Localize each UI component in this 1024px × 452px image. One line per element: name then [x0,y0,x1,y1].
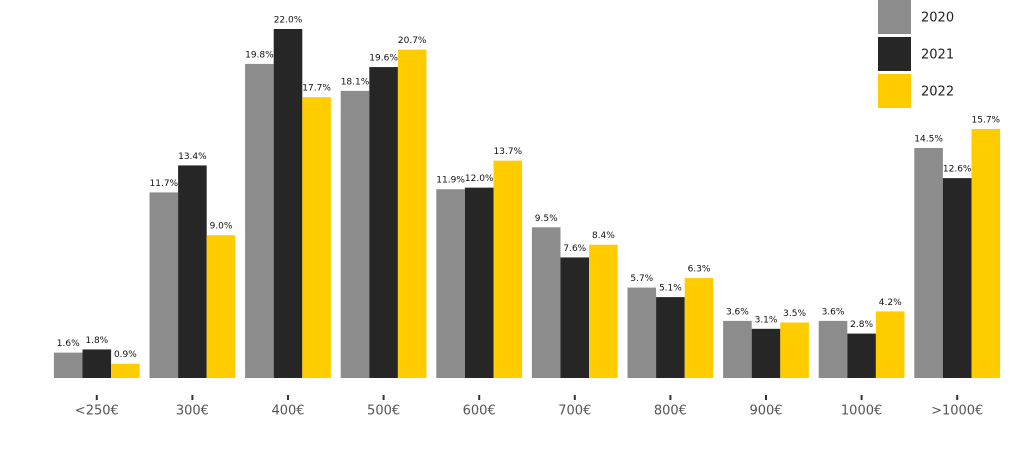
bar [149,192,179,378]
value-label: 2.8% [850,320,873,330]
bar [723,320,752,378]
value-label: 11.9% [436,176,465,186]
bar [684,278,714,378]
bar [369,67,398,378]
value-label: 3.1% [755,315,778,325]
legend-label: 2020 [921,11,954,26]
bar [971,128,1001,378]
bar [436,189,465,378]
bar [656,297,685,378]
legend-swatch [878,0,911,34]
x-tick-label: 900€ [749,404,782,419]
x-tick-label: 1000€ [841,404,882,419]
value-label: 5.1% [659,284,682,294]
bar [397,49,427,378]
value-label: 1.8% [85,336,108,346]
bar [206,235,236,378]
bar [464,187,494,378]
value-label: 3.6% [822,307,845,317]
x-tick-label: >1000€ [931,404,983,419]
x-tick-label: 600€ [463,404,496,419]
bar [942,178,972,378]
bar [627,287,657,378]
value-label: 20.7% [398,36,427,46]
value-label: 12.0% [465,174,494,184]
value-label: 13.4% [178,152,207,162]
value-label: 6.3% [688,265,711,275]
bar [53,352,83,378]
legend-label: 2022 [921,85,954,100]
value-label: 3.6% [726,307,749,317]
bar [340,90,370,379]
bar [111,363,140,378]
value-label: 22.0% [274,16,303,26]
value-label: 15.7% [972,115,1001,125]
bar [178,165,207,378]
x-tick-label: <250€ [75,404,119,419]
bar [493,160,523,378]
x-tick-label: 700€ [558,404,591,419]
bar [818,320,848,378]
bar [780,322,809,378]
value-label: 17.7% [302,84,331,94]
value-label: 9.5% [535,214,558,224]
value-label: 12.6% [943,165,972,175]
x-tick-label: 500€ [367,404,400,419]
value-label: 4.2% [879,298,902,308]
legend-swatch [878,74,911,108]
value-label: 5.7% [630,274,653,284]
value-label: 19.8% [245,50,274,60]
value-label: 1.6% [57,339,80,349]
value-label: 0.9% [114,350,137,360]
bar [273,29,303,378]
x-tick-label: 400€ [271,404,304,419]
value-label: 19.6% [369,54,398,64]
value-label: 14.5% [914,134,943,144]
x-tick-label: 800€ [654,404,687,419]
x-tick-label: 300€ [176,404,209,419]
value-label: 3.5% [783,309,806,319]
value-label: 18.1% [341,77,370,87]
value-label: 9.0% [210,222,233,232]
bar [531,227,561,378]
value-label: 8.4% [592,231,615,241]
bar [245,63,274,379]
legend-label: 2021 [921,48,954,63]
bar [847,333,876,378]
value-label: 7.6% [563,244,586,254]
bar [302,97,331,379]
legend-swatch [878,37,911,71]
bar [751,328,781,378]
bar [82,349,112,378]
value-label: 13.7% [494,147,523,157]
bar [875,311,905,378]
bar [914,147,943,378]
value-label: 11.7% [150,179,179,189]
bar [560,257,590,378]
bar [589,244,618,378]
